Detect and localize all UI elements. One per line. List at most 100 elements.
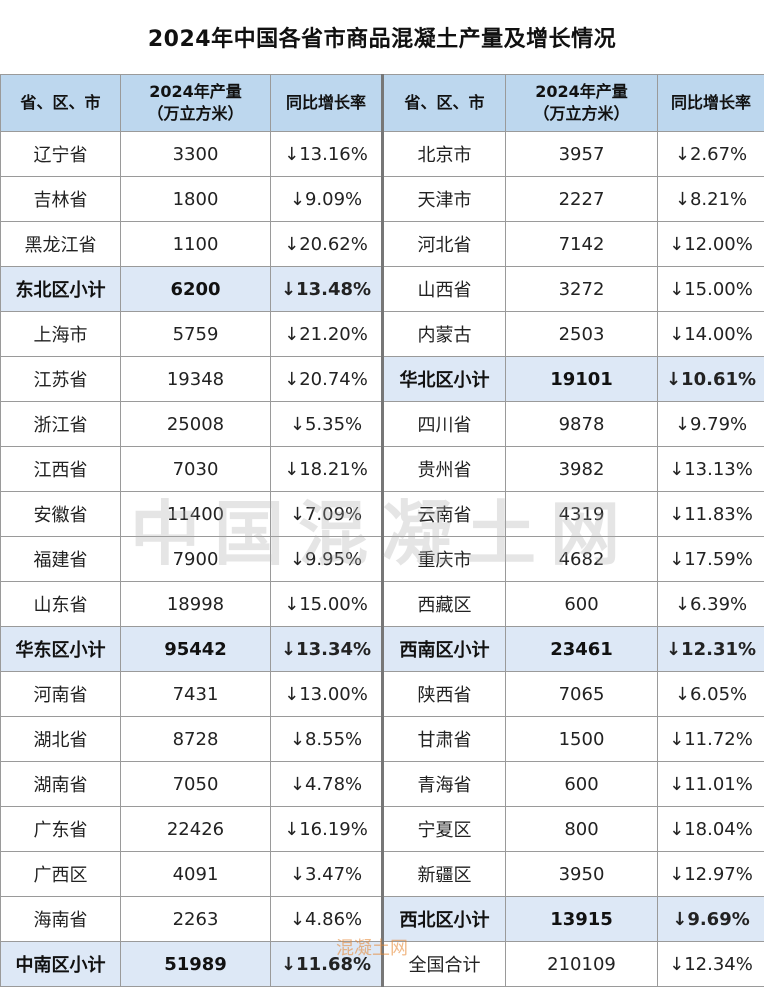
- region-cell: 华北区小计: [381, 356, 506, 402]
- table-row: 河南省 7431 ↓13.00% 陕西省 7065 ↓6.05%: [0, 671, 764, 717]
- output-cell: 95442: [120, 626, 271, 672]
- region-cell: 西藏区: [381, 581, 506, 627]
- region-cell: 新疆区: [381, 851, 506, 897]
- growth-cell: ↓20.74%: [270, 356, 383, 402]
- header-growth-right: 同比增长率: [657, 74, 764, 132]
- output-cell: 3272: [505, 266, 658, 312]
- growth-cell: ↓9.09%: [270, 176, 383, 222]
- region-cell: 河北省: [381, 221, 506, 267]
- output-cell: 1800: [120, 176, 271, 222]
- output-cell: 18998: [120, 581, 271, 627]
- table-row: 广西区 4091 ↓3.47% 新疆区 3950 ↓12.97%: [0, 851, 764, 897]
- output-cell: 5759: [120, 311, 271, 357]
- growth-cell: ↓10.61%: [657, 356, 764, 402]
- table-row: 东北区小计 6200 ↓13.48% 山西省 3272 ↓15.00%: [0, 266, 764, 312]
- output-cell: 3957: [505, 131, 658, 177]
- table-row: 华东区小计 95442 ↓13.34% 西南区小计 23461 ↓12.31%: [0, 626, 764, 672]
- header-output-line1: 2024年产量: [535, 82, 628, 101]
- header-row: 省、区、市 2024年产量 （万立方米） 同比增长率 省、区、市 2024年产量…: [0, 74, 764, 132]
- region-cell: 中南区小计: [0, 941, 121, 987]
- output-cell: 51989: [120, 941, 271, 987]
- output-cell: 7431: [120, 671, 271, 717]
- page-title: 2024年中国各省市商品混凝土产量及增长情况: [147, 27, 617, 52]
- region-cell: 山东省: [0, 581, 121, 627]
- region-cell: 安徽省: [0, 491, 121, 537]
- growth-cell: ↓6.05%: [657, 671, 764, 717]
- region-cell: 天津市: [381, 176, 506, 222]
- growth-cell: ↓12.00%: [657, 221, 764, 267]
- growth-cell: ↓12.97%: [657, 851, 764, 897]
- region-cell: 黑龙江省: [0, 221, 121, 267]
- region-cell: 北京市: [381, 131, 506, 177]
- region-cell: 西南区小计: [381, 626, 506, 672]
- region-cell: 辽宁省: [0, 131, 121, 177]
- growth-cell: ↓13.16%: [270, 131, 383, 177]
- growth-cell: ↓20.62%: [270, 221, 383, 267]
- region-cell: 四川省: [381, 401, 506, 447]
- table-row: 海南省 2263 ↓4.86% 西北区小计 13915 ↓9.69%: [0, 896, 764, 942]
- output-cell: 4091: [120, 851, 271, 897]
- growth-cell: ↓12.34%: [657, 941, 764, 987]
- growth-cell: ↓21.20%: [270, 311, 383, 357]
- region-cell: 广西区: [0, 851, 121, 897]
- region-cell: 吉林省: [0, 176, 121, 222]
- growth-cell: ↓6.39%: [657, 581, 764, 627]
- growth-cell: ↓16.19%: [270, 806, 383, 852]
- growth-cell: ↓11.83%: [657, 491, 764, 537]
- growth-cell: ↓8.21%: [657, 176, 764, 222]
- region-cell: 内蒙古: [381, 311, 506, 357]
- region-cell: 广东省: [0, 806, 121, 852]
- region-cell: 河南省: [0, 671, 121, 717]
- growth-cell: ↓12.31%: [657, 626, 764, 672]
- output-cell: 7065: [505, 671, 658, 717]
- output-cell: 13915: [505, 896, 658, 942]
- output-cell: 7050: [120, 761, 271, 807]
- growth-cell: ↓11.72%: [657, 716, 764, 762]
- output-cell: 7030: [120, 446, 271, 492]
- region-cell: 山西省: [381, 266, 506, 312]
- header-output-line2: （万立方米）: [533, 104, 630, 123]
- output-cell: 210109: [505, 941, 658, 987]
- output-cell: 22426: [120, 806, 271, 852]
- region-cell: 华东区小计: [0, 626, 121, 672]
- growth-cell: ↓9.79%: [657, 401, 764, 447]
- output-cell: 3950: [505, 851, 658, 897]
- header-output-line1: 2024年产量: [149, 82, 242, 101]
- region-cell: 江西省: [0, 446, 121, 492]
- growth-cell: ↓4.86%: [270, 896, 383, 942]
- output-cell: 2503: [505, 311, 658, 357]
- growth-cell: ↓7.09%: [270, 491, 383, 537]
- output-cell: 11400: [120, 491, 271, 537]
- header-growth-left: 同比增长率: [270, 74, 383, 132]
- growth-cell: ↓18.04%: [657, 806, 764, 852]
- output-cell: 600: [505, 761, 658, 807]
- growth-cell: ↓14.00%: [657, 311, 764, 357]
- header-output-right: 2024年产量 （万立方米）: [505, 74, 658, 132]
- region-cell: 西北区小计: [381, 896, 506, 942]
- growth-cell: ↓11.68%: [270, 941, 383, 987]
- table-row: 广东省 22426 ↓16.19% 宁夏区 800 ↓18.04%: [0, 806, 764, 852]
- table-row: 福建省 7900 ↓9.95% 重庆市 4682 ↓17.59%: [0, 536, 764, 582]
- table-row: 山东省 18998 ↓15.00% 西藏区 600 ↓6.39%: [0, 581, 764, 627]
- region-cell: 海南省: [0, 896, 121, 942]
- header-output-left: 2024年产量 （万立方米）: [120, 74, 271, 132]
- output-cell: 8728: [120, 716, 271, 762]
- output-cell: 800: [505, 806, 658, 852]
- table-row: 湖南省 7050 ↓4.78% 青海省 600 ↓11.01%: [0, 761, 764, 807]
- growth-cell: ↓13.34%: [270, 626, 383, 672]
- output-cell: 6200: [120, 266, 271, 312]
- table-row: 湖北省 8728 ↓8.55% 甘肃省 1500 ↓11.72%: [0, 716, 764, 762]
- growth-cell: ↓9.95%: [270, 536, 383, 582]
- table-row: 浙江省 25008 ↓5.35% 四川省 9878 ↓9.79%: [0, 401, 764, 447]
- output-cell: 4682: [505, 536, 658, 582]
- header-region-left: 省、区、市: [0, 74, 121, 132]
- region-cell: 福建省: [0, 536, 121, 582]
- growth-cell: ↓5.35%: [270, 401, 383, 447]
- output-cell: 600: [505, 581, 658, 627]
- region-cell: 浙江省: [0, 401, 121, 447]
- output-cell: 7900: [120, 536, 271, 582]
- output-cell: 4319: [505, 491, 658, 537]
- output-cell: 19348: [120, 356, 271, 402]
- region-cell: 湖南省: [0, 761, 121, 807]
- production-table: 省、区、市 2024年产量 （万立方米） 同比增长率 省、区、市 2024年产量…: [0, 74, 764, 987]
